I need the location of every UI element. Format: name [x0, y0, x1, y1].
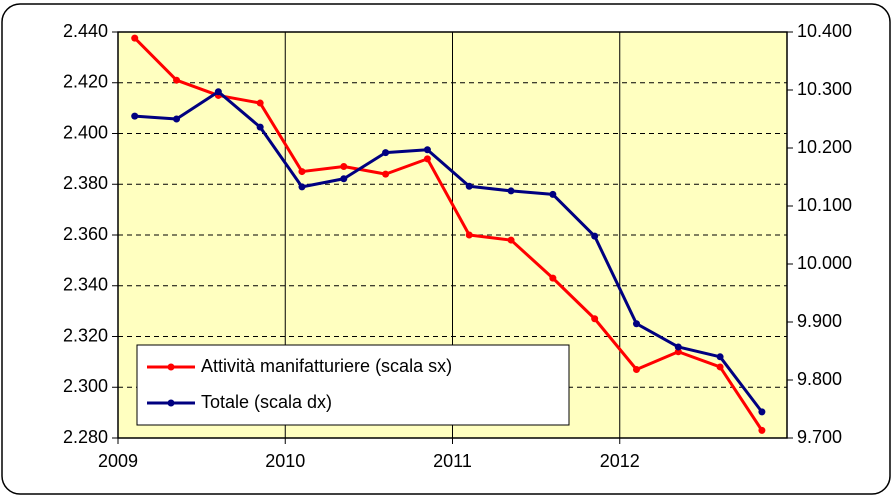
- point: [507, 236, 515, 244]
- y-tick-label: 2.440: [63, 21, 108, 41]
- y2-tick-label: 10.000: [797, 253, 852, 273]
- point: [507, 187, 515, 195]
- point: [549, 190, 557, 198]
- point: [674, 343, 682, 351]
- y-tick-label: 2.320: [63, 325, 108, 345]
- point: [423, 155, 431, 163]
- point: [131, 34, 139, 42]
- y-tick-label: 2.360: [63, 224, 108, 244]
- y2-tick-label: 9.700: [797, 427, 842, 447]
- point: [758, 426, 766, 434]
- point: [382, 170, 390, 178]
- point: [632, 365, 640, 373]
- point: [173, 115, 181, 123]
- point: [591, 315, 599, 323]
- point: [549, 274, 557, 282]
- y2-tick-label: 10.100: [797, 195, 852, 215]
- point: [632, 320, 640, 328]
- point: [716, 353, 724, 361]
- point: [340, 175, 348, 183]
- point: [256, 123, 264, 131]
- legend-swatch-point: [167, 363, 175, 371]
- point: [298, 183, 306, 191]
- y2-tick-label: 10.200: [797, 137, 852, 157]
- point: [131, 112, 139, 120]
- point: [716, 363, 724, 371]
- point: [674, 348, 682, 356]
- series-line: [134, 90, 764, 413]
- y2-tick-label: 9.900: [797, 311, 842, 331]
- y-tick-label: 2.280: [63, 427, 108, 447]
- y-tick-label: 2.400: [63, 122, 108, 142]
- y2-tick-label: 10.300: [797, 79, 852, 99]
- legend-label: Totale (scala dx): [201, 392, 332, 412]
- y-tick-label: 2.380: [63, 173, 108, 193]
- series-line: [133, 37, 764, 432]
- point: [298, 168, 306, 176]
- point: [340, 162, 348, 170]
- x-tick-label: 2011: [433, 451, 472, 471]
- point: [173, 76, 181, 84]
- point: [256, 99, 264, 107]
- plot-border: [117, 31, 788, 439]
- point: [758, 408, 766, 416]
- point: [214, 88, 222, 96]
- y-tick-label: 2.300: [63, 376, 108, 396]
- y2-tick-label: 10.400: [797, 21, 852, 41]
- y2-tick-label: 9.800: [797, 369, 842, 389]
- legend-swatch-point: [167, 399, 175, 407]
- legend-box: [136, 344, 570, 426]
- point: [465, 182, 473, 190]
- x-tick-label: 2012: [600, 451, 640, 471]
- point: [423, 146, 431, 154]
- x-tick-label: 2009: [98, 451, 138, 471]
- point: [465, 231, 473, 239]
- y-tick-label: 2.340: [63, 275, 108, 295]
- point: [382, 149, 390, 157]
- y-tick-label: 2.420: [63, 72, 108, 92]
- legend-label: Attività manifatturiere (scala sx): [201, 356, 452, 376]
- x-tick-label: 2010: [265, 451, 305, 471]
- point: [591, 232, 599, 240]
